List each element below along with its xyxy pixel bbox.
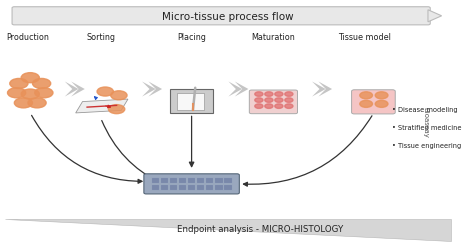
Polygon shape — [312, 82, 326, 97]
Polygon shape — [148, 82, 162, 97]
Polygon shape — [228, 82, 242, 97]
FancyBboxPatch shape — [170, 90, 213, 113]
FancyBboxPatch shape — [249, 91, 298, 114]
Circle shape — [35, 88, 53, 99]
Polygon shape — [5, 219, 451, 241]
Circle shape — [360, 101, 373, 108]
FancyBboxPatch shape — [206, 185, 213, 190]
FancyBboxPatch shape — [170, 185, 177, 190]
Text: Tissue model: Tissue model — [338, 33, 391, 42]
FancyBboxPatch shape — [161, 178, 168, 183]
Circle shape — [111, 91, 127, 101]
Circle shape — [8, 88, 26, 99]
Text: • Disease modeling: • Disease modeling — [392, 107, 457, 113]
Polygon shape — [319, 82, 332, 97]
Text: • Stratified medicine: • Stratified medicine — [392, 125, 461, 131]
Circle shape — [285, 92, 293, 97]
Text: Micro-tissue process flow: Micro-tissue process flow — [162, 12, 294, 22]
FancyBboxPatch shape — [215, 178, 222, 183]
FancyBboxPatch shape — [170, 178, 177, 183]
Circle shape — [10, 79, 28, 89]
FancyBboxPatch shape — [161, 185, 168, 190]
Circle shape — [265, 104, 273, 109]
Circle shape — [275, 104, 283, 109]
Circle shape — [255, 92, 263, 97]
FancyBboxPatch shape — [179, 185, 186, 190]
Circle shape — [275, 99, 283, 103]
FancyBboxPatch shape — [12, 8, 430, 26]
Text: Maturation: Maturation — [252, 33, 295, 42]
Text: Sorting: Sorting — [86, 33, 115, 42]
Circle shape — [275, 92, 283, 97]
Text: Endpoint analysis - MICRO-HISTOLOGY: Endpoint analysis - MICRO-HISTOLOGY — [177, 224, 343, 233]
Circle shape — [255, 104, 263, 109]
Text: Bioassay: Bioassay — [423, 107, 428, 138]
Circle shape — [265, 99, 273, 103]
FancyBboxPatch shape — [188, 178, 195, 183]
Text: Placing: Placing — [177, 33, 206, 42]
FancyBboxPatch shape — [197, 185, 204, 190]
FancyBboxPatch shape — [188, 185, 195, 190]
Polygon shape — [428, 11, 442, 23]
FancyBboxPatch shape — [144, 174, 239, 194]
Polygon shape — [76, 100, 128, 113]
Polygon shape — [235, 82, 248, 97]
Circle shape — [21, 90, 39, 100]
Circle shape — [360, 92, 373, 100]
Circle shape — [255, 99, 263, 103]
Text: • Tissue engineering: • Tissue engineering — [392, 143, 461, 149]
Circle shape — [97, 88, 113, 97]
Circle shape — [28, 99, 46, 108]
FancyBboxPatch shape — [224, 185, 232, 190]
Text: Production: Production — [7, 33, 49, 42]
FancyBboxPatch shape — [352, 90, 395, 114]
Polygon shape — [65, 82, 78, 97]
Polygon shape — [71, 82, 85, 97]
Circle shape — [14, 99, 33, 108]
Circle shape — [285, 104, 293, 109]
FancyBboxPatch shape — [177, 93, 204, 110]
Circle shape — [109, 105, 125, 114]
Circle shape — [21, 73, 39, 83]
FancyBboxPatch shape — [206, 178, 213, 183]
FancyBboxPatch shape — [197, 178, 204, 183]
FancyBboxPatch shape — [215, 185, 222, 190]
Circle shape — [375, 92, 388, 100]
Circle shape — [285, 99, 293, 103]
FancyBboxPatch shape — [152, 185, 159, 190]
FancyBboxPatch shape — [179, 178, 186, 183]
Polygon shape — [142, 82, 155, 97]
Circle shape — [375, 101, 388, 108]
Circle shape — [33, 79, 51, 89]
Circle shape — [265, 92, 273, 97]
FancyBboxPatch shape — [152, 178, 159, 183]
FancyBboxPatch shape — [224, 178, 232, 183]
